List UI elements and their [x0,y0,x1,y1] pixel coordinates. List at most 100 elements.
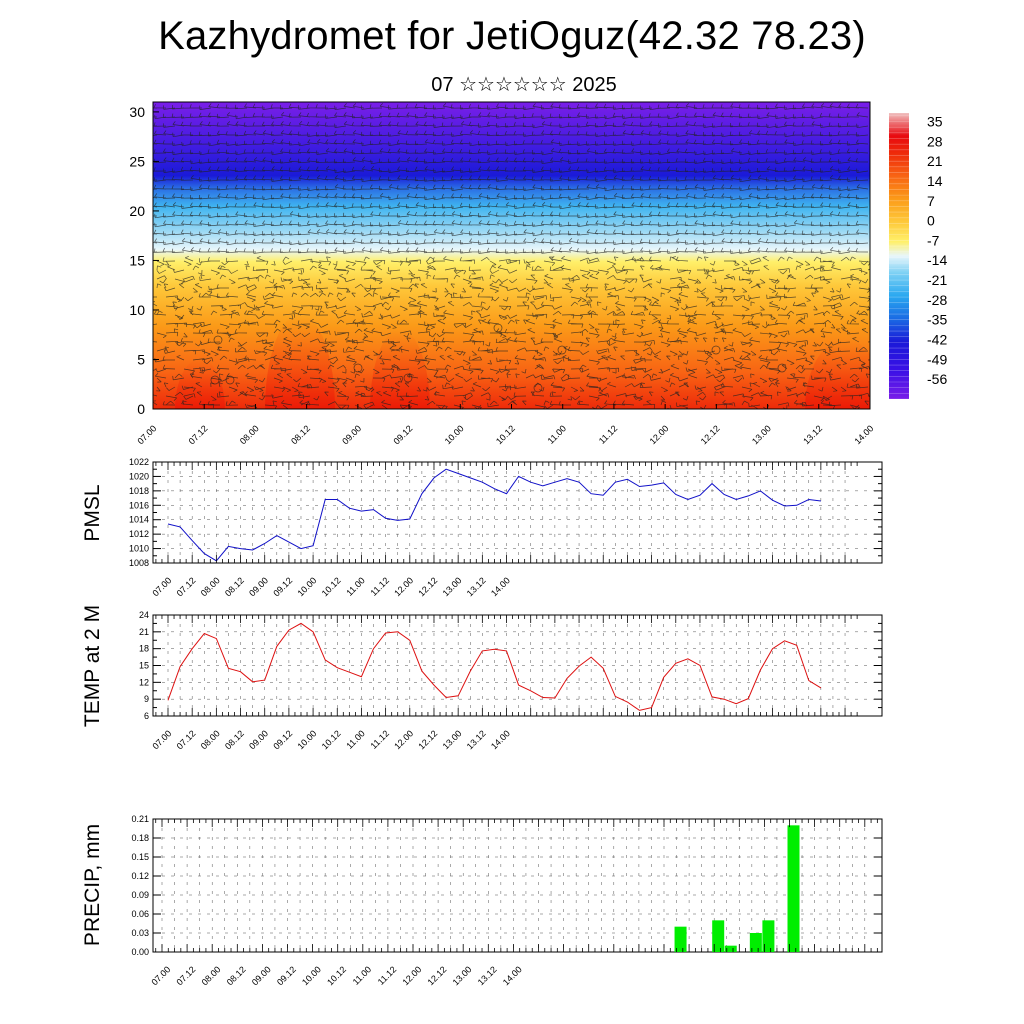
xtick-label: 09.12 [271,575,294,598]
ytick-label: 0.15 [131,852,149,862]
xtick-label: 09.00 [250,964,273,987]
xtick-label: 08.00 [199,728,222,751]
heatmap-xtick-label: 11.12 [597,423,620,446]
heatmap-xtick-label: 07.12 [187,423,210,446]
heatmap-xtick-label: 09.00 [340,423,363,446]
ytick-label: 1022 [129,457,149,467]
ytick-label: 1012 [129,529,149,539]
xtick-label: 14.00 [501,964,524,987]
xtick-label: 09.12 [275,964,298,987]
precip-bar [724,945,737,952]
xtick-label: 11.12 [369,575,392,598]
calm-wind-marker [353,363,363,373]
calm-wind-marker [777,363,787,373]
calm-wind-marker [225,375,235,385]
colorbar-tick-label: 14 [927,173,943,189]
xtick-label: 11.00 [351,964,374,987]
ytick-label: 0.12 [131,871,149,881]
precip-panel: 0.00 0.03 0.06 0.09 0.12 0.15 0.18 0.21 07.00 07.… [81,814,883,987]
xtick-label: 12.12 [416,575,439,598]
ytick-label: 0.06 [131,909,149,919]
heatmap-ytick-label: 30 [129,104,145,120]
xtick-label: 12.00 [392,575,415,598]
ytick-label: 0.21 [131,814,149,824]
calm-wind-marker [557,345,567,355]
pmsl-ylabel: PMSL [81,484,104,541]
heatmap-x-axis: 07.00 07.12 08.00 08.12 09.00 09.12 10.00 10.12… [135,404,875,446]
heatmap-xtick-label: 12.12 [699,423,722,446]
heatmap-xtick-label: 12.00 [648,423,671,446]
xtick-label: 07.12 [175,728,198,751]
xtick-label: 07.12 [175,964,198,987]
precip-ylabel: PRECIP, mm [81,824,104,946]
heatmap-xtick-label: 07.00 [135,423,158,446]
temp-line [167,622,822,711]
xtick-label: 07.00 [150,728,173,751]
heatmap-xtick-label: 10.12 [494,423,517,446]
colorbar-tick-label: 35 [927,113,943,129]
colorbar-tick-label: -21 [927,272,947,288]
ytick-label: 1008 [129,558,149,568]
xtick-label: 07.00 [149,964,172,987]
xtick-label: 13.12 [476,964,499,987]
xtick-label: 10.00 [300,964,323,987]
xtick-label: 13.00 [441,575,464,598]
ytick-label: 1020 [129,471,149,481]
ytick-label: 9 [144,694,149,704]
xtick-label: 08.12 [223,728,246,751]
wind-barb-paths [153,103,870,409]
colorbar-tick-label: 0 [927,213,935,229]
xtick-label: 07.12 [175,575,198,598]
pmsl-panel: 1008 1010 1012 1014 1016 1018 1020 1022 07.00 07.… [81,457,883,598]
chart-title: Kazhydromet for JetiOguz(42.32 78.23) [158,14,866,58]
xtick-label: 08.12 [223,575,246,598]
ytick-label: 15 [139,661,149,671]
precip-bar [749,933,762,952]
precip-bar [674,926,687,952]
xtick-label: 08.12 [225,964,248,987]
xtick-label: 08.00 [200,964,223,987]
colorbar-tick-label: -7 [927,232,940,248]
xtick-label: 14.00 [489,575,512,598]
heatmap-ytick-label: 5 [137,351,145,367]
ytick-label: 6 [144,711,149,721]
heatmap-ytick-label: 20 [129,203,145,219]
xtick-label: 13.00 [451,964,474,987]
heatmap-ytick-label: 15 [129,252,145,268]
xtick-label: 12.12 [416,728,439,751]
ytick-label: 1018 [129,486,149,496]
xtick-label: 14.00 [489,728,512,751]
xtick-label: 10.12 [325,964,348,987]
ytick-label: 1014 [129,515,149,525]
ytick-label: 18 [139,644,149,654]
ytick-label: 12 [139,677,149,687]
ytick-label: 1010 [129,544,149,554]
xtick-label: 10.00 [295,575,318,598]
ytick-label: 0.18 [131,833,149,843]
heatmap-warm-cores [175,314,870,409]
xtick-label: 12.00 [392,728,415,751]
xtick-label: 13.12 [465,728,488,751]
colorbar-tick-label: 28 [927,133,943,149]
ytick-label: 0.03 [131,928,149,938]
precip-frame [152,818,883,953]
ytick-label: 24 [139,610,149,620]
calm-wind-marker [533,383,543,393]
colorbar: 35 28 21 14 7 0 -7 -14 -21 -28 -35 -42 -49 -56 [889,113,947,400]
xtick-label: 11.12 [376,964,399,987]
temp-panel: 6 9 12 15 18 21 24 07.00 07.12 08.00 08.12 09.00 09.… [81,605,883,751]
calm-wind-marker [711,345,721,355]
heatmap-xtick-label: 14.00 [852,423,875,446]
precip-bar [712,920,725,952]
xtick-label: 09.00 [247,728,270,751]
ytick-label: 21 [139,627,149,637]
heatmap-xtick-label: 13.12 [801,423,824,446]
precip-grid [153,819,882,952]
xtick-label: 10.00 [295,728,318,751]
colorbar-tick-label: -56 [927,371,947,387]
colorbar-tick-label: -35 [927,312,947,328]
calm-wind-marker [403,373,413,383]
heatmap-y-axis: 0 5 10 15 20 25 30 [129,104,159,417]
xtick-label: 12.12 [426,964,449,987]
xtick-label: 10.12 [320,575,343,598]
